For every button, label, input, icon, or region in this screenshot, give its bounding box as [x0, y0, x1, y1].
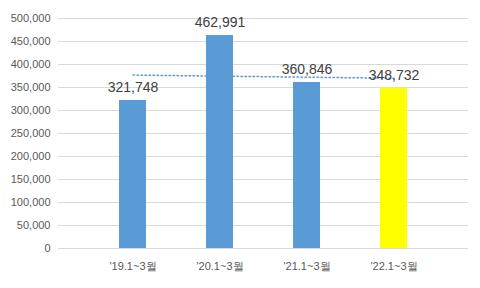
- svg-text:348,732: 348,732: [369, 67, 420, 83]
- svg-text:350,000: 350,000: [11, 81, 51, 93]
- svg-text:0: 0: [44, 242, 50, 254]
- svg-text:200,000: 200,000: [11, 150, 51, 162]
- svg-text:100,000: 100,000: [11, 196, 51, 208]
- svg-text:360,846: 360,846: [282, 61, 333, 77]
- svg-text:'21.1~3월: '21.1~3월: [283, 260, 330, 272]
- svg-text:'22.1~3월: '22.1~3월: [370, 260, 417, 272]
- svg-text:'19.1~3월: '19.1~3월: [109, 260, 156, 272]
- svg-text:400,000: 400,000: [11, 58, 51, 70]
- svg-text:300,000: 300,000: [11, 104, 51, 116]
- svg-text:500,000: 500,000: [11, 12, 51, 24]
- svg-text:150,000: 150,000: [11, 173, 51, 185]
- svg-text:50,000: 50,000: [17, 219, 51, 231]
- svg-text:462,991: 462,991: [195, 14, 246, 30]
- svg-text:'20.1~3월: '20.1~3월: [196, 260, 243, 272]
- svg-text:321,748: 321,748: [108, 79, 159, 95]
- svg-text:450,000: 450,000: [11, 35, 51, 47]
- svg-text:250,000: 250,000: [11, 127, 51, 139]
